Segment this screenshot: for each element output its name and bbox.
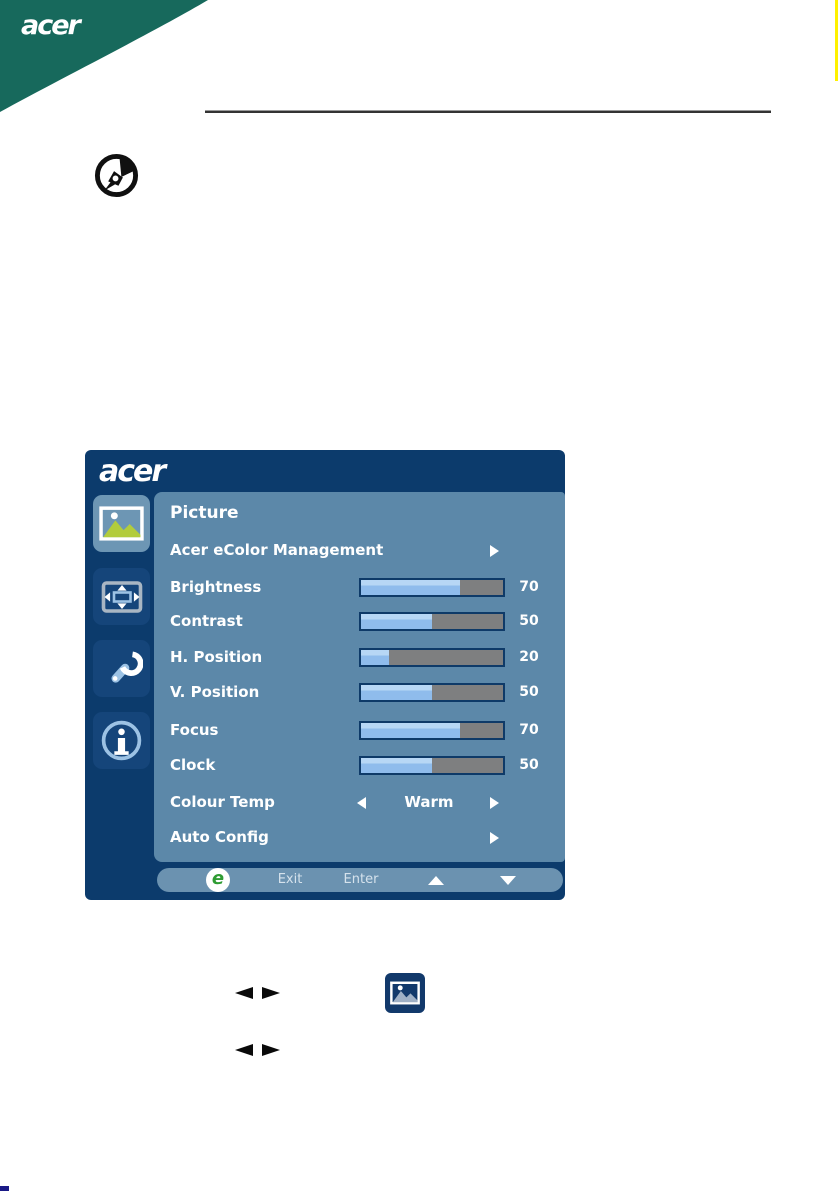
- menu-label: V. Position: [170, 683, 260, 701]
- header-rule: [205, 110, 771, 113]
- right-arrow-icon: [262, 987, 280, 999]
- up-arrow-icon[interactable]: [428, 876, 444, 885]
- down-arrow-icon[interactable]: [500, 876, 516, 885]
- note-pen-icon: [94, 153, 139, 198]
- slider-value: 50: [519, 613, 539, 629]
- menu-item-colour-temp[interactable]: Colour Temp Warm: [154, 791, 565, 815]
- menu-item-clock[interactable]: Clock 50: [154, 754, 565, 778]
- menu-label: H. Position: [170, 648, 263, 666]
- focus-slider[interactable]: [359, 721, 505, 740]
- screen-position-icon: [101, 580, 142, 613]
- osd-panel: Picture Acer eColor Management Brightnes…: [154, 492, 565, 862]
- empowering-key-icon[interactable]: e: [206, 868, 230, 892]
- menu-item-h-position[interactable]: H. Position 20: [154, 646, 565, 670]
- sidebar-tab-settings[interactable]: [93, 640, 150, 697]
- sidebar-tab-picture[interactable]: [93, 495, 150, 552]
- sidebar-tab-information[interactable]: [93, 712, 150, 769]
- acer-logo: acer: [21, 10, 81, 41]
- menu-item-focus[interactable]: Focus 70: [154, 719, 565, 743]
- right-arrow-icon[interactable]: [490, 797, 499, 809]
- slider-value: 50: [519, 684, 539, 700]
- wrench-icon: [111, 650, 143, 683]
- picture-menu-button-icon: [385, 973, 425, 1013]
- menu-item-v-position[interactable]: V. Position 50: [154, 681, 565, 705]
- menu-item-auto-config[interactable]: Auto Config: [154, 826, 565, 850]
- osd-acer-logo: acer: [99, 454, 166, 489]
- banner-swoosh: [0, 0, 208, 112]
- slider-value: 50: [519, 757, 539, 773]
- slider-value: 70: [519, 722, 539, 738]
- right-arrow-icon[interactable]: [490, 545, 499, 557]
- menu-item-ecolor[interactable]: Acer eColor Management: [154, 539, 565, 563]
- left-arrow-icon: [235, 1044, 253, 1056]
- menu-label: Auto Config: [170, 828, 269, 846]
- menu-item-brightness[interactable]: Brightness 70: [154, 576, 565, 600]
- v-position-slider[interactable]: [359, 683, 505, 702]
- left-arrow-icon: [235, 987, 253, 999]
- osd-menu-window: acer: [85, 450, 565, 900]
- sidebar-tab-osd-position[interactable]: [93, 568, 150, 625]
- left-arrow-icon[interactable]: [357, 797, 366, 809]
- osd-footer-bar: e Exit Enter: [157, 868, 563, 892]
- menu-label: Clock: [170, 756, 216, 774]
- slider-value: 70: [519, 579, 539, 595]
- osd-page-title: Picture: [170, 503, 239, 523]
- colour-temp-value: Warm: [404, 793, 454, 811]
- clock-slider[interactable]: [359, 756, 505, 775]
- menu-label: Brightness: [170, 578, 262, 596]
- contrast-slider[interactable]: [359, 612, 505, 631]
- menu-item-contrast[interactable]: Contrast 50: [154, 610, 565, 634]
- brightness-slider[interactable]: [359, 578, 505, 597]
- menu-label: Contrast: [170, 612, 243, 630]
- picture-icon: [99, 506, 144, 541]
- enter-button[interactable]: Enter: [343, 872, 379, 887]
- page-corner-mark: [0, 1186, 9, 1191]
- menu-label: Acer eColor Management: [170, 541, 384, 559]
- page-edge-line: [835, 0, 838, 81]
- acer-banner: acer: [0, 0, 250, 115]
- right-arrow-icon[interactable]: [490, 832, 499, 844]
- right-arrow-icon: [262, 1044, 280, 1056]
- info-icon: [101, 720, 142, 761]
- exit-button[interactable]: Exit: [277, 872, 303, 887]
- h-position-slider[interactable]: [359, 648, 505, 667]
- menu-label: Focus: [170, 721, 219, 739]
- slider-value: 20: [519, 649, 539, 665]
- menu-label: Colour Temp: [170, 793, 275, 811]
